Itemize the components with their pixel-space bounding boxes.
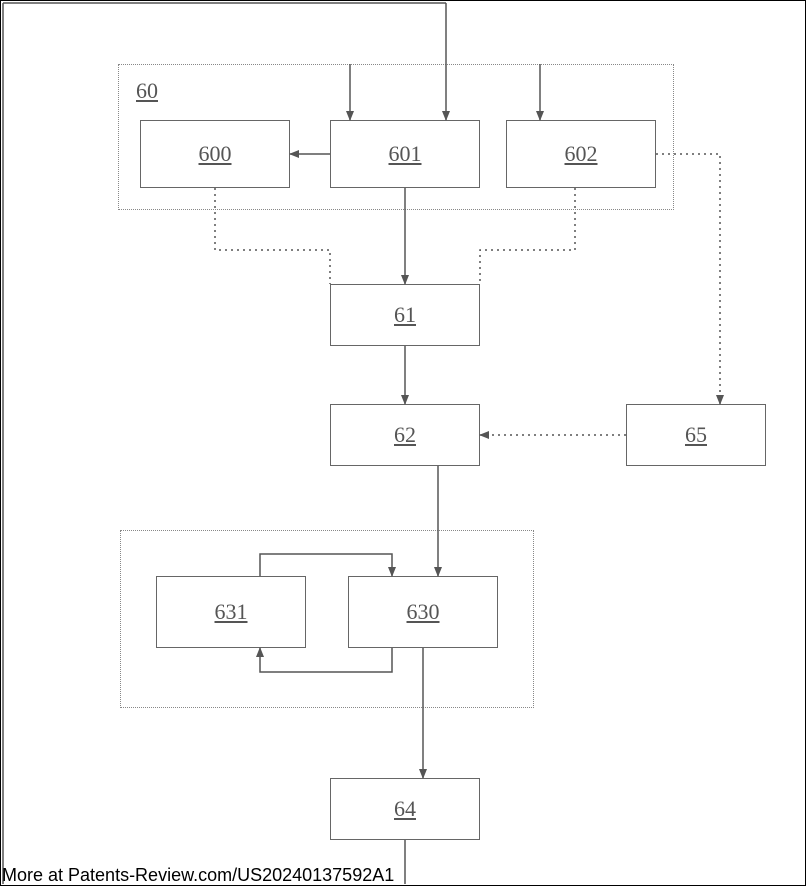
node-630-label: 630	[407, 599, 440, 625]
node-601-label: 601	[389, 141, 422, 167]
node-61: 61	[330, 284, 480, 346]
node-64-label: 64	[394, 796, 416, 822]
node-631-label: 631	[215, 599, 248, 625]
node-631: 631	[156, 576, 306, 648]
node-65-label: 65	[685, 422, 707, 448]
node-65: 65	[626, 404, 766, 466]
node-64: 64	[330, 778, 480, 840]
node-62: 62	[330, 404, 480, 466]
node-602: 602	[506, 120, 656, 188]
node-600-label: 600	[199, 141, 232, 167]
node-601: 601	[330, 120, 480, 188]
node-630: 630	[348, 576, 498, 648]
group-60-label: 60	[136, 78, 158, 104]
node-62-label: 62	[394, 422, 416, 448]
node-61-label: 61	[394, 302, 416, 328]
footer-text: More at Patents-Review.com/US20240137592…	[2, 865, 394, 886]
node-602-label: 602	[565, 141, 598, 167]
node-600: 600	[140, 120, 290, 188]
